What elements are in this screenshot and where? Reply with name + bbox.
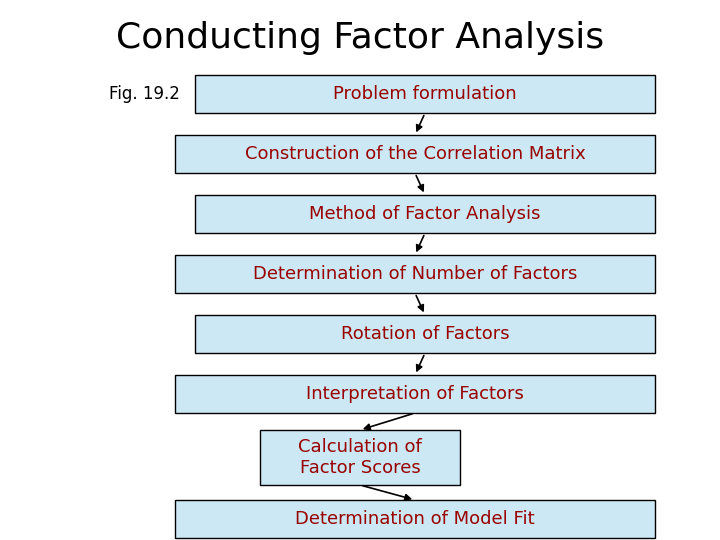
FancyBboxPatch shape [195,195,655,233]
FancyBboxPatch shape [175,500,655,538]
Text: Rotation of Factors: Rotation of Factors [341,325,509,343]
FancyBboxPatch shape [175,375,655,413]
Text: Construction of the Correlation Matrix: Construction of the Correlation Matrix [245,145,585,163]
Text: Fig. 19.2: Fig. 19.2 [109,85,180,103]
Text: Method of Factor Analysis: Method of Factor Analysis [310,205,541,223]
FancyBboxPatch shape [175,135,655,173]
FancyBboxPatch shape [195,315,655,353]
Text: Determination of Number of Factors: Determination of Number of Factors [253,265,577,283]
Text: Determination of Model Fit: Determination of Model Fit [295,510,535,528]
Text: Calculation of
Factor Scores: Calculation of Factor Scores [298,438,422,477]
FancyBboxPatch shape [175,255,655,293]
Text: Interpretation of Factors: Interpretation of Factors [306,385,524,403]
Text: Problem formulation: Problem formulation [333,85,517,103]
FancyBboxPatch shape [260,430,460,485]
FancyBboxPatch shape [195,75,655,113]
Text: Conducting Factor Analysis: Conducting Factor Analysis [116,21,604,55]
